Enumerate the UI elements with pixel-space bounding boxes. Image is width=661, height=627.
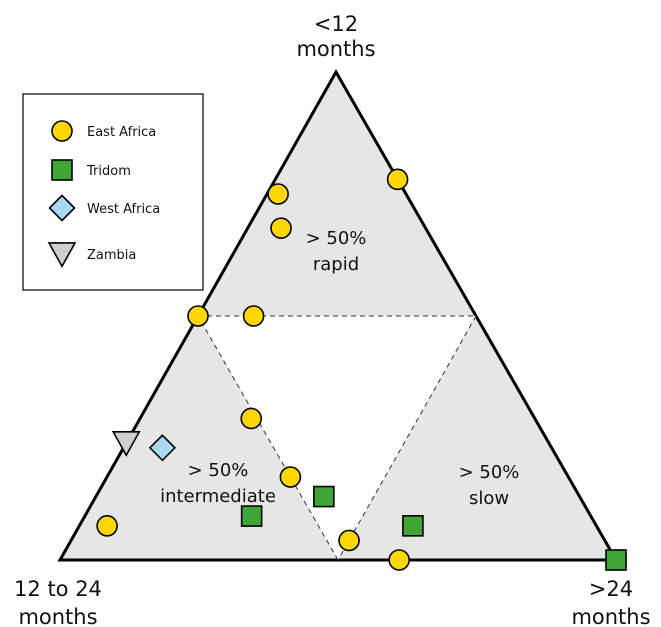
region-label-rapid: > 50% rapid [306, 228, 367, 275]
tridom-point-3 [605, 549, 627, 571]
legend-marker-east-africa [51, 120, 73, 142]
region-label-intermediate-line-1: intermediate [160, 486, 276, 507]
east-africa-point-6 [279, 466, 302, 488]
vertex-label-left-line-0: 12 to 24 [14, 577, 102, 601]
east-africa-point-0 [386, 168, 409, 191]
vertex-label-left: 12 to 24 months [14, 577, 102, 627]
tridom-point-0 [313, 485, 335, 508]
vertex-label-top-line-1: months [296, 37, 375, 61]
legend-label-zambia: Zambia [87, 248, 136, 263]
vertex-label-top-line-0: <12 [314, 12, 358, 36]
east-africa-point-7 [96, 515, 118, 537]
legend-marker-west-africa [48, 194, 76, 222]
east-africa-point-4 [242, 305, 265, 327]
region-label-slow: > 50% slow [459, 462, 520, 509]
legend-label-east-africa: East Africa [87, 125, 156, 140]
region-boundary-2 [197, 315, 339, 561]
east-africa-point-5 [240, 407, 263, 430]
region-label-slow-line-0: > 50% [459, 462, 520, 483]
vertex-label-right-line-0: >24 [589, 577, 633, 601]
region-label-slow-line-1: slow [469, 488, 509, 509]
east-africa-point-9 [388, 549, 410, 571]
legend-marker-zambia [47, 242, 77, 268]
west-africa-point-0 [148, 434, 177, 462]
legend-marker-tridom [51, 159, 73, 181]
region-label-rapid-line-0: > 50% [306, 228, 367, 249]
central-region [198, 316, 476, 560]
region-label-intermediate: > 50% intermediate [160, 460, 276, 507]
east-africa-point-2 [270, 217, 292, 239]
region-label-rapid-line-1: rapid [313, 254, 359, 275]
tridom-point-2 [402, 515, 424, 537]
vertex-label-left-line-1: months [18, 605, 97, 627]
zambia-point-0 [111, 431, 141, 457]
vertex-label-right-line-1: months [571, 605, 650, 627]
vertex-label-right: >24 months [571, 577, 650, 627]
east-africa-point-3 [187, 305, 209, 327]
legend-label-west-africa: West Africa [87, 202, 160, 217]
vertex-label-top: <12 months [296, 12, 375, 61]
region-label-intermediate-line-0: > 50% [188, 460, 249, 481]
tridom-point-1 [240, 505, 263, 527]
legend-label-tridom: Tridom [86, 164, 131, 179]
region-boundary-1 [337, 315, 477, 561]
east-africa-point-8 [338, 529, 360, 552]
east-africa-point-1 [267, 183, 289, 205]
